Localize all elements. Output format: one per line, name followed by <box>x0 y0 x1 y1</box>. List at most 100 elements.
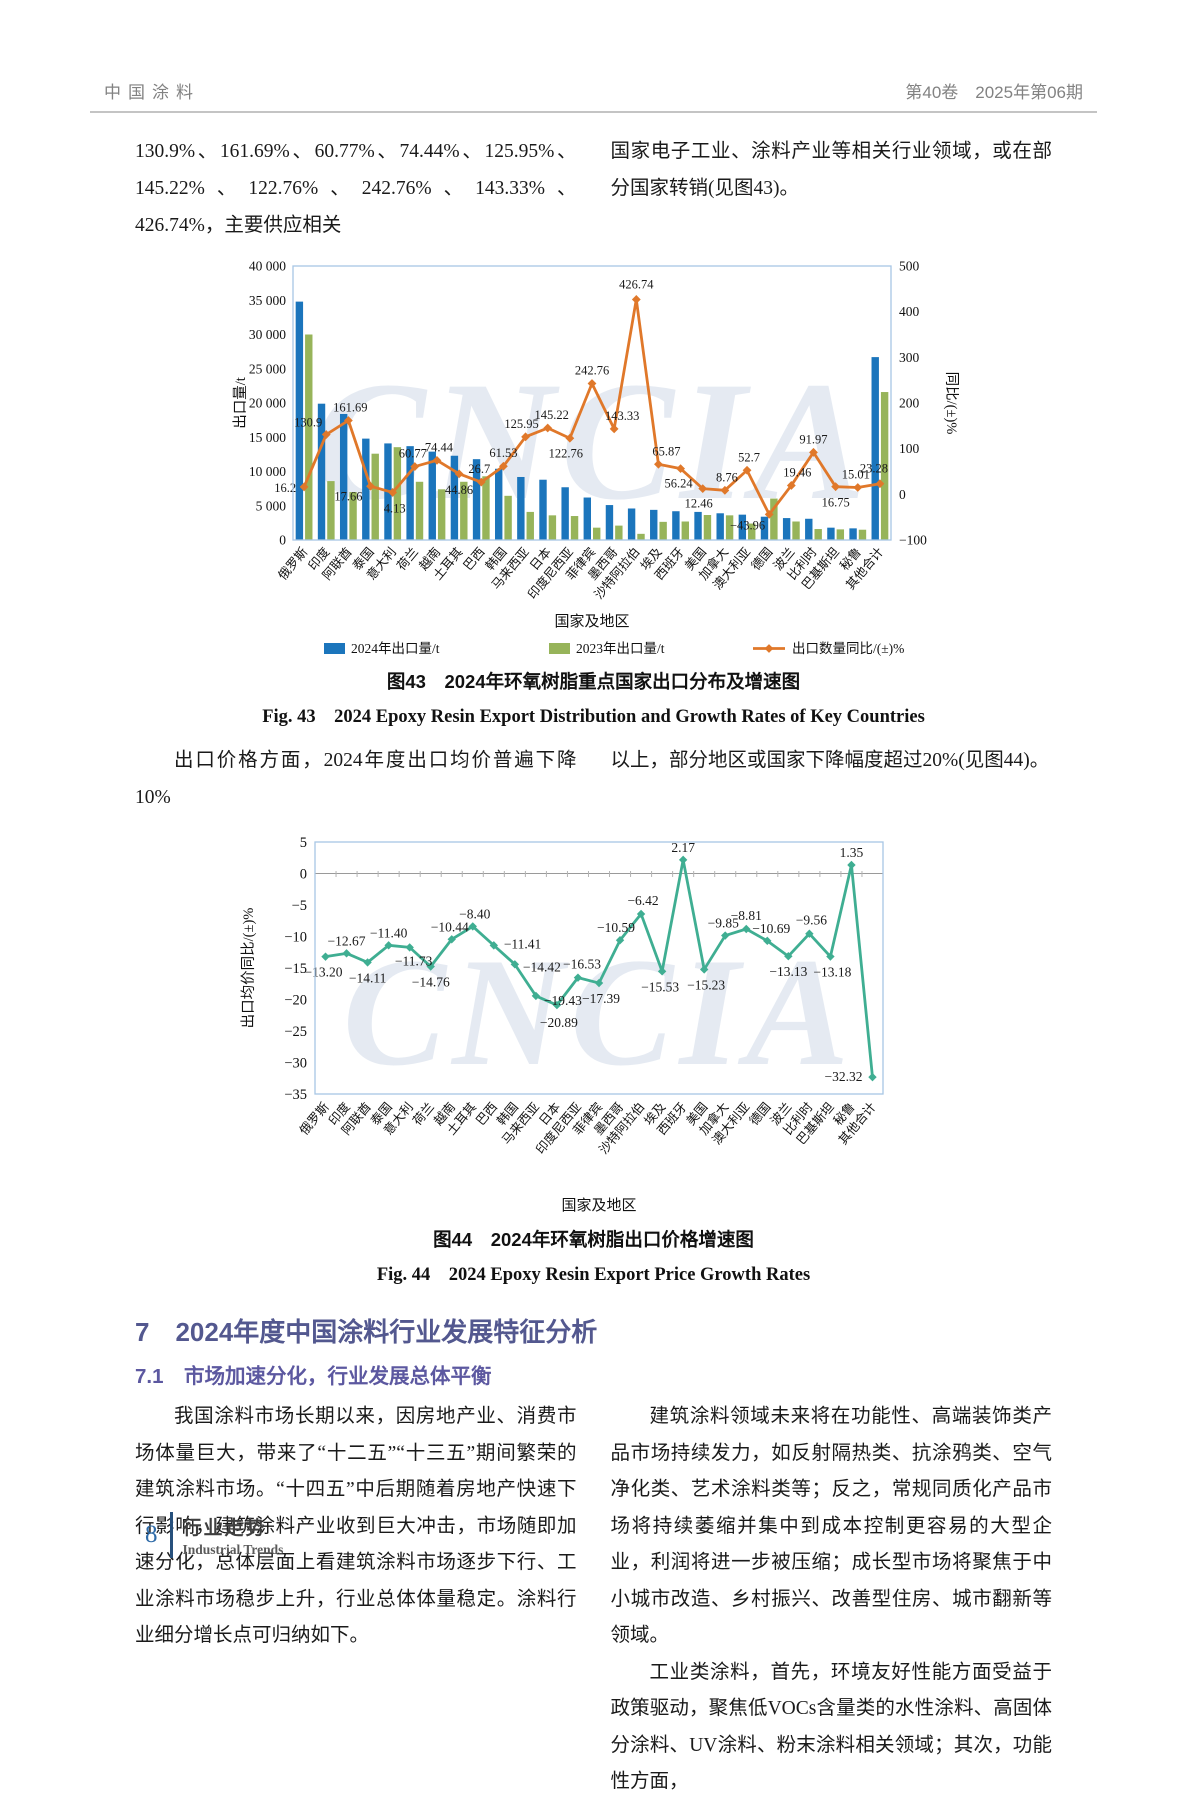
figure-43: CNCIA 16.2 130.9 161.69 17.66 4.13 60.77 74.44 4… <box>90 250 1097 728</box>
y-axis-right-tick: 0 <box>899 487 906 502</box>
y-axis-tick: −25 <box>284 1024 307 1040</box>
x-axis-category-label: 德国 <box>747 544 775 573</box>
bar-2023 <box>636 533 645 540</box>
y-axis-tick: −5 <box>291 898 306 914</box>
growth-data-label: 426.74 <box>619 277 654 291</box>
bar-2024 <box>295 301 303 540</box>
bar-2023 <box>548 515 556 540</box>
growth-line-marker <box>808 447 818 457</box>
figure44-caption-cn: 图44 2024年环氧树脂出口价格增速图 <box>433 1229 754 1250</box>
watermark: CNCIA <box>342 926 854 1098</box>
price-data-label: −14.42 <box>522 959 560 974</box>
page-number: 8 <box>145 1521 158 1548</box>
bar-2023 <box>681 521 689 540</box>
y-axis-left-tick: 0 <box>279 533 286 548</box>
bar-2023 <box>769 498 778 540</box>
growth-line-marker <box>542 423 552 433</box>
bar-2024 <box>627 508 635 540</box>
y-axis-right-tick: −100 <box>899 533 927 548</box>
footer-rubric-cn: 行业走势 <box>182 1517 267 1539</box>
growth-line-marker <box>432 455 441 465</box>
growth-data-label: 125.95 <box>504 417 538 431</box>
price-data-label: 1.35 <box>839 845 863 860</box>
bar-2024 <box>538 479 547 540</box>
price-line-marker <box>594 978 603 988</box>
price-data-label: −14.76 <box>411 974 449 989</box>
page-footer: 8 行业走势 Industrial Trends <box>145 1512 283 1558</box>
bar-2024 <box>494 468 502 540</box>
bar-2024 <box>738 514 746 540</box>
bar-2024 <box>472 459 480 540</box>
y-axis-right-title: 同比/(±)% <box>943 372 959 435</box>
growth-data-label: 56.24 <box>664 477 693 491</box>
growth-data-label: 61.53 <box>489 446 517 460</box>
bar-2024 <box>804 518 812 540</box>
y-axis-tick: −35 <box>284 1087 307 1103</box>
growth-line-marker <box>609 424 619 434</box>
mid-text-block: 出口价格方面，2024年度出口均价普遍下降10% 以上，部分地区或国家下降幅度超… <box>90 742 1097 816</box>
growth-data-label: 17.66 <box>334 489 362 503</box>
growth-data-label: 16.2 <box>274 481 296 495</box>
growth-data-label: 60.77 <box>398 447 426 461</box>
bar-2023 <box>858 529 866 540</box>
bar-2023 <box>481 476 490 540</box>
bar-2023 <box>592 527 600 540</box>
growth-data-label: 23.28 <box>859 462 887 476</box>
growth-line-marker <box>343 416 353 425</box>
growth-data-label: −43.96 <box>729 518 764 532</box>
header-divider <box>90 111 1097 113</box>
x-axis-category-label: 德国 <box>746 1099 774 1128</box>
growth-line-marker <box>697 484 707 494</box>
y-axis-right-tick: 200 <box>899 396 920 411</box>
price-line-marker <box>678 855 687 865</box>
bar-2023 <box>326 481 335 540</box>
price-data-label: −10.44 <box>430 919 468 934</box>
growth-line-marker <box>786 481 796 490</box>
y-axis-left-tick: 5 000 <box>255 498 286 513</box>
y-axis-tick: 0 <box>299 867 306 883</box>
price-data-label: −8.40 <box>459 906 490 921</box>
bar-2023 <box>747 523 755 540</box>
growth-data-label: 44.86 <box>445 483 473 497</box>
x-axis-title: 国家及地区 <box>561 1197 636 1214</box>
growth-line-marker <box>321 430 331 439</box>
growth-line-marker <box>520 432 530 442</box>
figure43-caption-en: Fig. 43 2024 Epoxy Resin Export Distribu… <box>262 707 925 727</box>
growth-data-label: 65.87 <box>652 444 680 458</box>
plot-frame <box>313 841 884 1095</box>
growth-data-label: 122.76 <box>548 446 582 460</box>
growth-line-marker <box>409 462 419 471</box>
price-line-marker <box>531 991 540 1001</box>
bar-2024 <box>361 438 370 540</box>
figure-44: CNCIA −13.20 −12.67 −14.11 −11.40 −11.73 −14.7… <box>90 824 1097 1286</box>
intro-right-column: 国家电子工业、涂料产业等相关行业领域，或在部分国家转销(见图43)。 <box>610 141 1053 199</box>
growth-line-marker <box>476 477 486 487</box>
y-axis-tick: −20 <box>284 993 307 1009</box>
growth-data-label: 19.46 <box>783 465 811 479</box>
growth-data-label: 16.75 <box>821 496 849 510</box>
bar-2023 <box>459 481 468 540</box>
legend-swatch-2023 <box>548 643 570 654</box>
bar-2023 <box>880 392 888 540</box>
price-data-label: −19.43 <box>543 993 581 1008</box>
price-data-label: −17.39 <box>582 991 620 1006</box>
bar-2023 <box>348 492 357 540</box>
bar-2024 <box>693 511 702 540</box>
bar-2023 <box>503 495 512 540</box>
price-data-label: −9.56 <box>795 913 826 928</box>
price-line-marker <box>783 952 793 961</box>
bar-2024 <box>583 497 591 540</box>
bar-2024 <box>760 516 768 540</box>
y-axis-left-tick: 20 000 <box>248 396 285 411</box>
growth-data-label: 161.69 <box>333 400 367 414</box>
price-data-label: −6.42 <box>627 893 658 908</box>
intro-text-block: 130.9%、161.69%、60.77%、74.44%、125.95%、145… <box>90 133 1097 244</box>
y-axis-left-tick: 40 000 <box>248 259 285 274</box>
bar-2024 <box>317 403 325 540</box>
growth-line-marker <box>498 461 508 471</box>
price-data-label: −15.23 <box>687 977 725 992</box>
price-line-marker <box>804 929 814 938</box>
legend-label-2023: 2023年出口量/t <box>576 641 665 656</box>
bar-2024 <box>560 487 569 540</box>
